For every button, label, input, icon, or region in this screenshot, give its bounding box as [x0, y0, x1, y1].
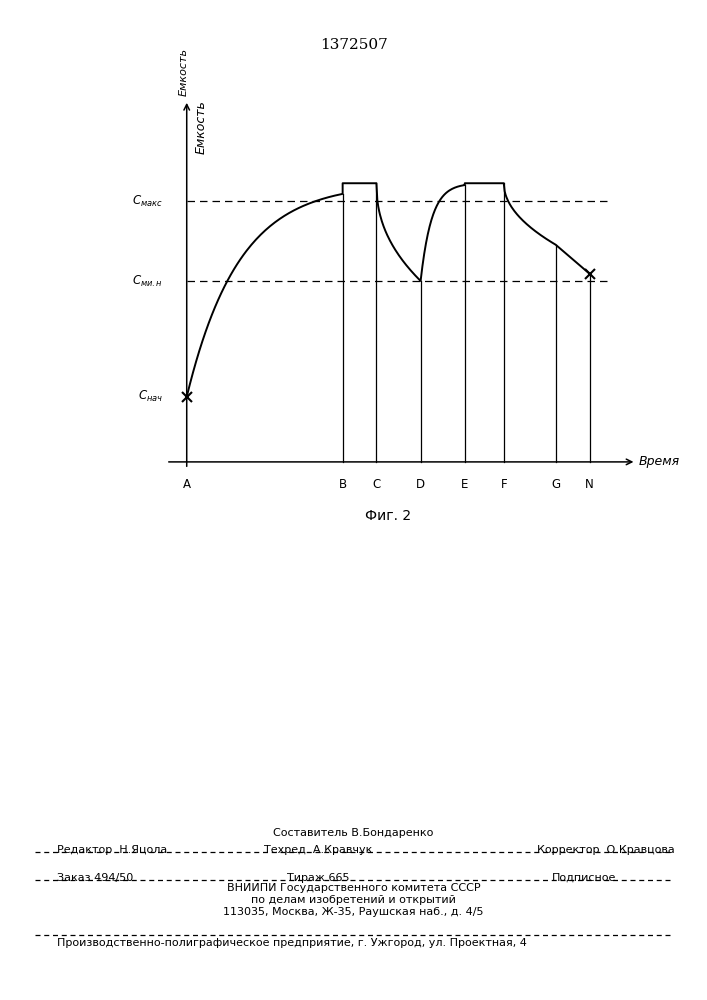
Text: по делам изобретений и открытий: по делам изобретений и открытий — [251, 895, 456, 905]
Text: A: A — [182, 478, 191, 491]
Text: Техред  А.Кравчук: Техред А.Кравчук — [264, 845, 373, 855]
Text: G: G — [551, 478, 561, 491]
Text: $C_{нач}$: $C_{нач}$ — [138, 389, 163, 404]
Text: Тираж 665: Тираж 665 — [287, 873, 349, 883]
Text: Фиг. 2: Фиг. 2 — [365, 509, 411, 523]
Text: ВНИИПИ Государственного комитета СССР: ВНИИПИ Государственного комитета СССР — [227, 883, 480, 893]
Text: E: E — [461, 478, 469, 491]
Text: D: D — [416, 478, 425, 491]
Text: N: N — [585, 478, 594, 491]
Text: 1372507: 1372507 — [320, 38, 387, 52]
Text: $C_{макс}$: $C_{макс}$ — [132, 194, 163, 209]
Text: Корректор  О.Кравцова: Корректор О.Кравцова — [537, 845, 675, 855]
Text: Время: Время — [639, 455, 680, 468]
Text: Емкость: Емкость — [194, 100, 208, 154]
Text: Производственно-полиграфическое предприятие, г. Ужгород, ул. Проектная, 4: Производственно-полиграфическое предприя… — [57, 938, 527, 948]
Text: 113035, Москва, Ж-35, Раушская наб., д. 4/5: 113035, Москва, Ж-35, Раушская наб., д. … — [223, 907, 484, 917]
Text: Составитель В.Бондаренко: Составитель В.Бондаренко — [274, 828, 433, 838]
Text: B: B — [339, 478, 346, 491]
Text: Редактор  Н.Яцола: Редактор Н.Яцола — [57, 845, 167, 855]
Text: Заказ 494/50: Заказ 494/50 — [57, 873, 133, 883]
Text: C: C — [373, 478, 380, 491]
Text: Емкость: Емкость — [179, 48, 189, 96]
Text: Подписное: Подписное — [551, 873, 616, 883]
Text: $C_{ми.н}$: $C_{ми.н}$ — [132, 273, 163, 289]
Text: F: F — [501, 478, 507, 491]
